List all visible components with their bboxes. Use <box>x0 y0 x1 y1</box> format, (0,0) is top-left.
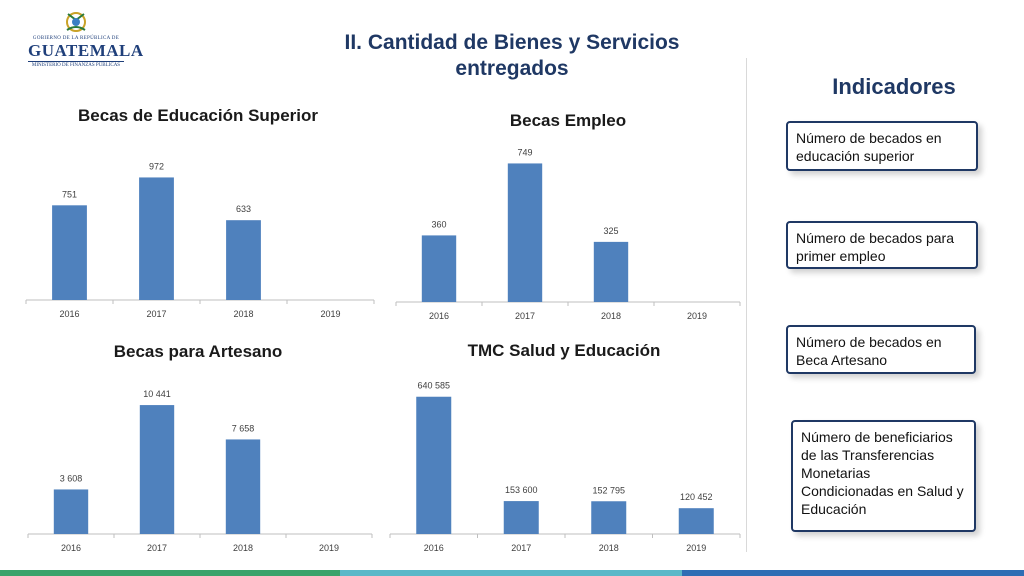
chart-tmc-tick-label-2017: 2017 <box>511 543 531 553</box>
indicator-box-2: Número de becados para primer empleo <box>786 221 978 269</box>
page-title-line-1: II. Cantidad de Bienes y Servicios <box>344 31 680 54</box>
chart-empleo-tick-label-2018: 2018 <box>601 311 621 321</box>
chart-tmc-tick-label-2018: 2018 <box>599 543 619 553</box>
band-blue <box>682 570 1024 576</box>
chart-tmc-data-label-2018: 152 795 <box>592 485 625 495</box>
chart-title-tmc: TMC Salud y Educación <box>467 341 661 360</box>
chart-empleo-data-label-2016: 360 <box>431 219 446 229</box>
chart-educacion-superior-data-label-2016: 751 <box>62 189 77 199</box>
chart-artesano-tick-label-2018: 2018 <box>233 543 253 553</box>
chart-artesano-bar-2018 <box>225 439 261 534</box>
chart-title-artesano: Becas para Artesano <box>113 342 283 361</box>
chart-artesano-bar-2016 <box>53 489 89 534</box>
chart-tmc-data-label-2016: 640 585 <box>417 381 450 391</box>
chart-tmc-data-label-2017: 153 600 <box>505 485 538 495</box>
indicator-box-1: Número de becados en educación superior <box>786 121 978 171</box>
chart-educacion-superior-tick-label-2016: 2016 <box>59 309 79 319</box>
chart-empleo-bar-2016 <box>421 235 457 302</box>
chart-tmc: 640 585 2016 153 600 2017 152 795 2018 120 452… <box>389 381 741 553</box>
chart-tmc-bar-2019 <box>678 508 714 534</box>
guatemala-logo: GOBIERNO DE LA REPÚBLICA DE GUATEMALA MI… <box>28 10 144 72</box>
bottom-color-band <box>0 570 1024 576</box>
page-title: II. Cantidad de Bienes y Servicios entre… <box>300 30 724 82</box>
vertical-divider <box>746 58 747 552</box>
chart-artesano-tick-label-2017: 2017 <box>147 543 167 553</box>
chart-educacion-superior-data-label-2018: 633 <box>236 204 251 214</box>
chart-educacion-superior-tick-label-2017: 2017 <box>146 309 166 319</box>
chart-title-educacion-superior: Becas de Educación Superior <box>78 106 318 125</box>
chart-artesano-data-label-2018: 7 658 <box>232 423 255 433</box>
chart-artesano: 3 608 2016 10 441 2017 7 658 2018 2019 <box>27 389 373 553</box>
chart-empleo-tick-label-2019: 2019 <box>687 311 707 321</box>
logo-line-1: GOBIERNO DE LA REPÚBLICA DE <box>32 36 120 41</box>
chart-tmc-tick-label-2016: 2016 <box>424 543 444 553</box>
chart-empleo-bar-2018 <box>593 241 629 302</box>
chart-tmc-bar-2018 <box>591 501 627 534</box>
chart-tmc-bar-2017 <box>503 501 539 534</box>
chart-artesano-bar-2017 <box>139 405 175 534</box>
chart-artesano-data-label-2016: 3 608 <box>60 473 83 483</box>
chart-educacion-superior-bar-2017 <box>139 177 174 300</box>
indicators-title: Indicadores <box>832 74 956 99</box>
chart-educacion-superior-data-label-2017: 972 <box>149 161 164 171</box>
page-title-line-2: entregados <box>455 57 569 80</box>
chart-empleo: 360 2016 749 2017 325 2018 2019 <box>395 147 741 321</box>
chart-educacion-superior-tick-label-2018: 2018 <box>233 309 253 319</box>
chart-educacion-superior-bar-2016 <box>52 205 87 300</box>
chart-empleo-data-label-2017: 749 <box>517 147 532 157</box>
coat-of-arms-icon <box>66 12 86 32</box>
chart-empleo-tick-label-2017: 2017 <box>515 311 535 321</box>
chart-tmc-bar-2016 <box>416 396 452 534</box>
chart-educacion-superior: 751 2016 972 2017 633 2018 2019 <box>25 161 375 319</box>
logo-line-2: GUATEMALA <box>28 41 144 60</box>
chart-empleo-data-label-2018: 325 <box>603 226 618 236</box>
chart-empleo-tick-label-2016: 2016 <box>429 311 449 321</box>
chart-artesano-tick-label-2019: 2019 <box>319 543 339 553</box>
chart-empleo-bar-2017 <box>507 163 543 302</box>
chart-educacion-superior-tick-label-2019: 2019 <box>320 309 340 319</box>
chart-title-empleo: Becas Empleo <box>509 111 627 130</box>
logo-line-3: MINISTERIO DE FINANZAS PÚBLICAS <box>28 61 124 68</box>
chart-artesano-tick-label-2016: 2016 <box>61 543 81 553</box>
chart-tmc-tick-label-2019: 2019 <box>686 543 706 553</box>
indicator-box-3: Número de becados en Beca Artesano <box>786 325 976 374</box>
indicator-box-4: Número de beneficiarios de las Transfere… <box>791 420 976 532</box>
band-green <box>0 570 340 576</box>
chart-tmc-data-label-2019: 120 452 <box>680 492 713 502</box>
band-teal <box>340 570 682 576</box>
chart-artesano-data-label-2017: 10 441 <box>143 389 171 399</box>
chart-educacion-superior-bar-2018 <box>226 220 261 300</box>
